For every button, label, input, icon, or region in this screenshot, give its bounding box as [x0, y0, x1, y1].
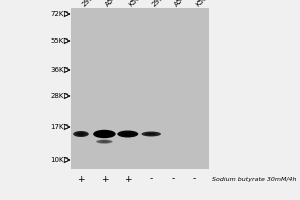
- Text: K562: K562: [194, 0, 211, 7]
- Text: 36KD: 36KD: [50, 67, 69, 73]
- Ellipse shape: [117, 130, 138, 138]
- Text: 10KD: 10KD: [50, 157, 69, 163]
- Ellipse shape: [124, 133, 131, 135]
- Ellipse shape: [93, 130, 116, 138]
- Text: -: -: [150, 174, 153, 184]
- Ellipse shape: [100, 133, 108, 135]
- Text: A549: A549: [173, 0, 190, 7]
- Text: 55KD: 55KD: [50, 38, 69, 44]
- Ellipse shape: [99, 140, 110, 143]
- Ellipse shape: [145, 132, 158, 136]
- Text: Sodium butyrate 30mM/4h: Sodium butyrate 30mM/4h: [212, 176, 296, 182]
- Ellipse shape: [97, 131, 112, 137]
- Text: 293: 293: [151, 0, 165, 7]
- Text: 293: 293: [81, 0, 95, 7]
- Text: 28KD: 28KD: [50, 93, 69, 99]
- Ellipse shape: [121, 132, 135, 136]
- Text: K562: K562: [128, 0, 145, 7]
- Ellipse shape: [96, 140, 113, 144]
- Ellipse shape: [73, 131, 89, 137]
- Text: +: +: [77, 174, 85, 184]
- Ellipse shape: [101, 141, 107, 142]
- Text: 72KD: 72KD: [50, 11, 69, 17]
- Text: +: +: [101, 174, 108, 184]
- Ellipse shape: [142, 132, 161, 136]
- Text: A549: A549: [104, 0, 122, 7]
- Bar: [70, 8, 208, 169]
- Ellipse shape: [148, 133, 154, 135]
- Ellipse shape: [76, 132, 86, 136]
- Text: +: +: [124, 174, 132, 184]
- Text: -: -: [172, 174, 175, 184]
- Text: 17KD: 17KD: [50, 124, 69, 130]
- Text: -: -: [193, 174, 196, 184]
- Ellipse shape: [78, 133, 84, 135]
